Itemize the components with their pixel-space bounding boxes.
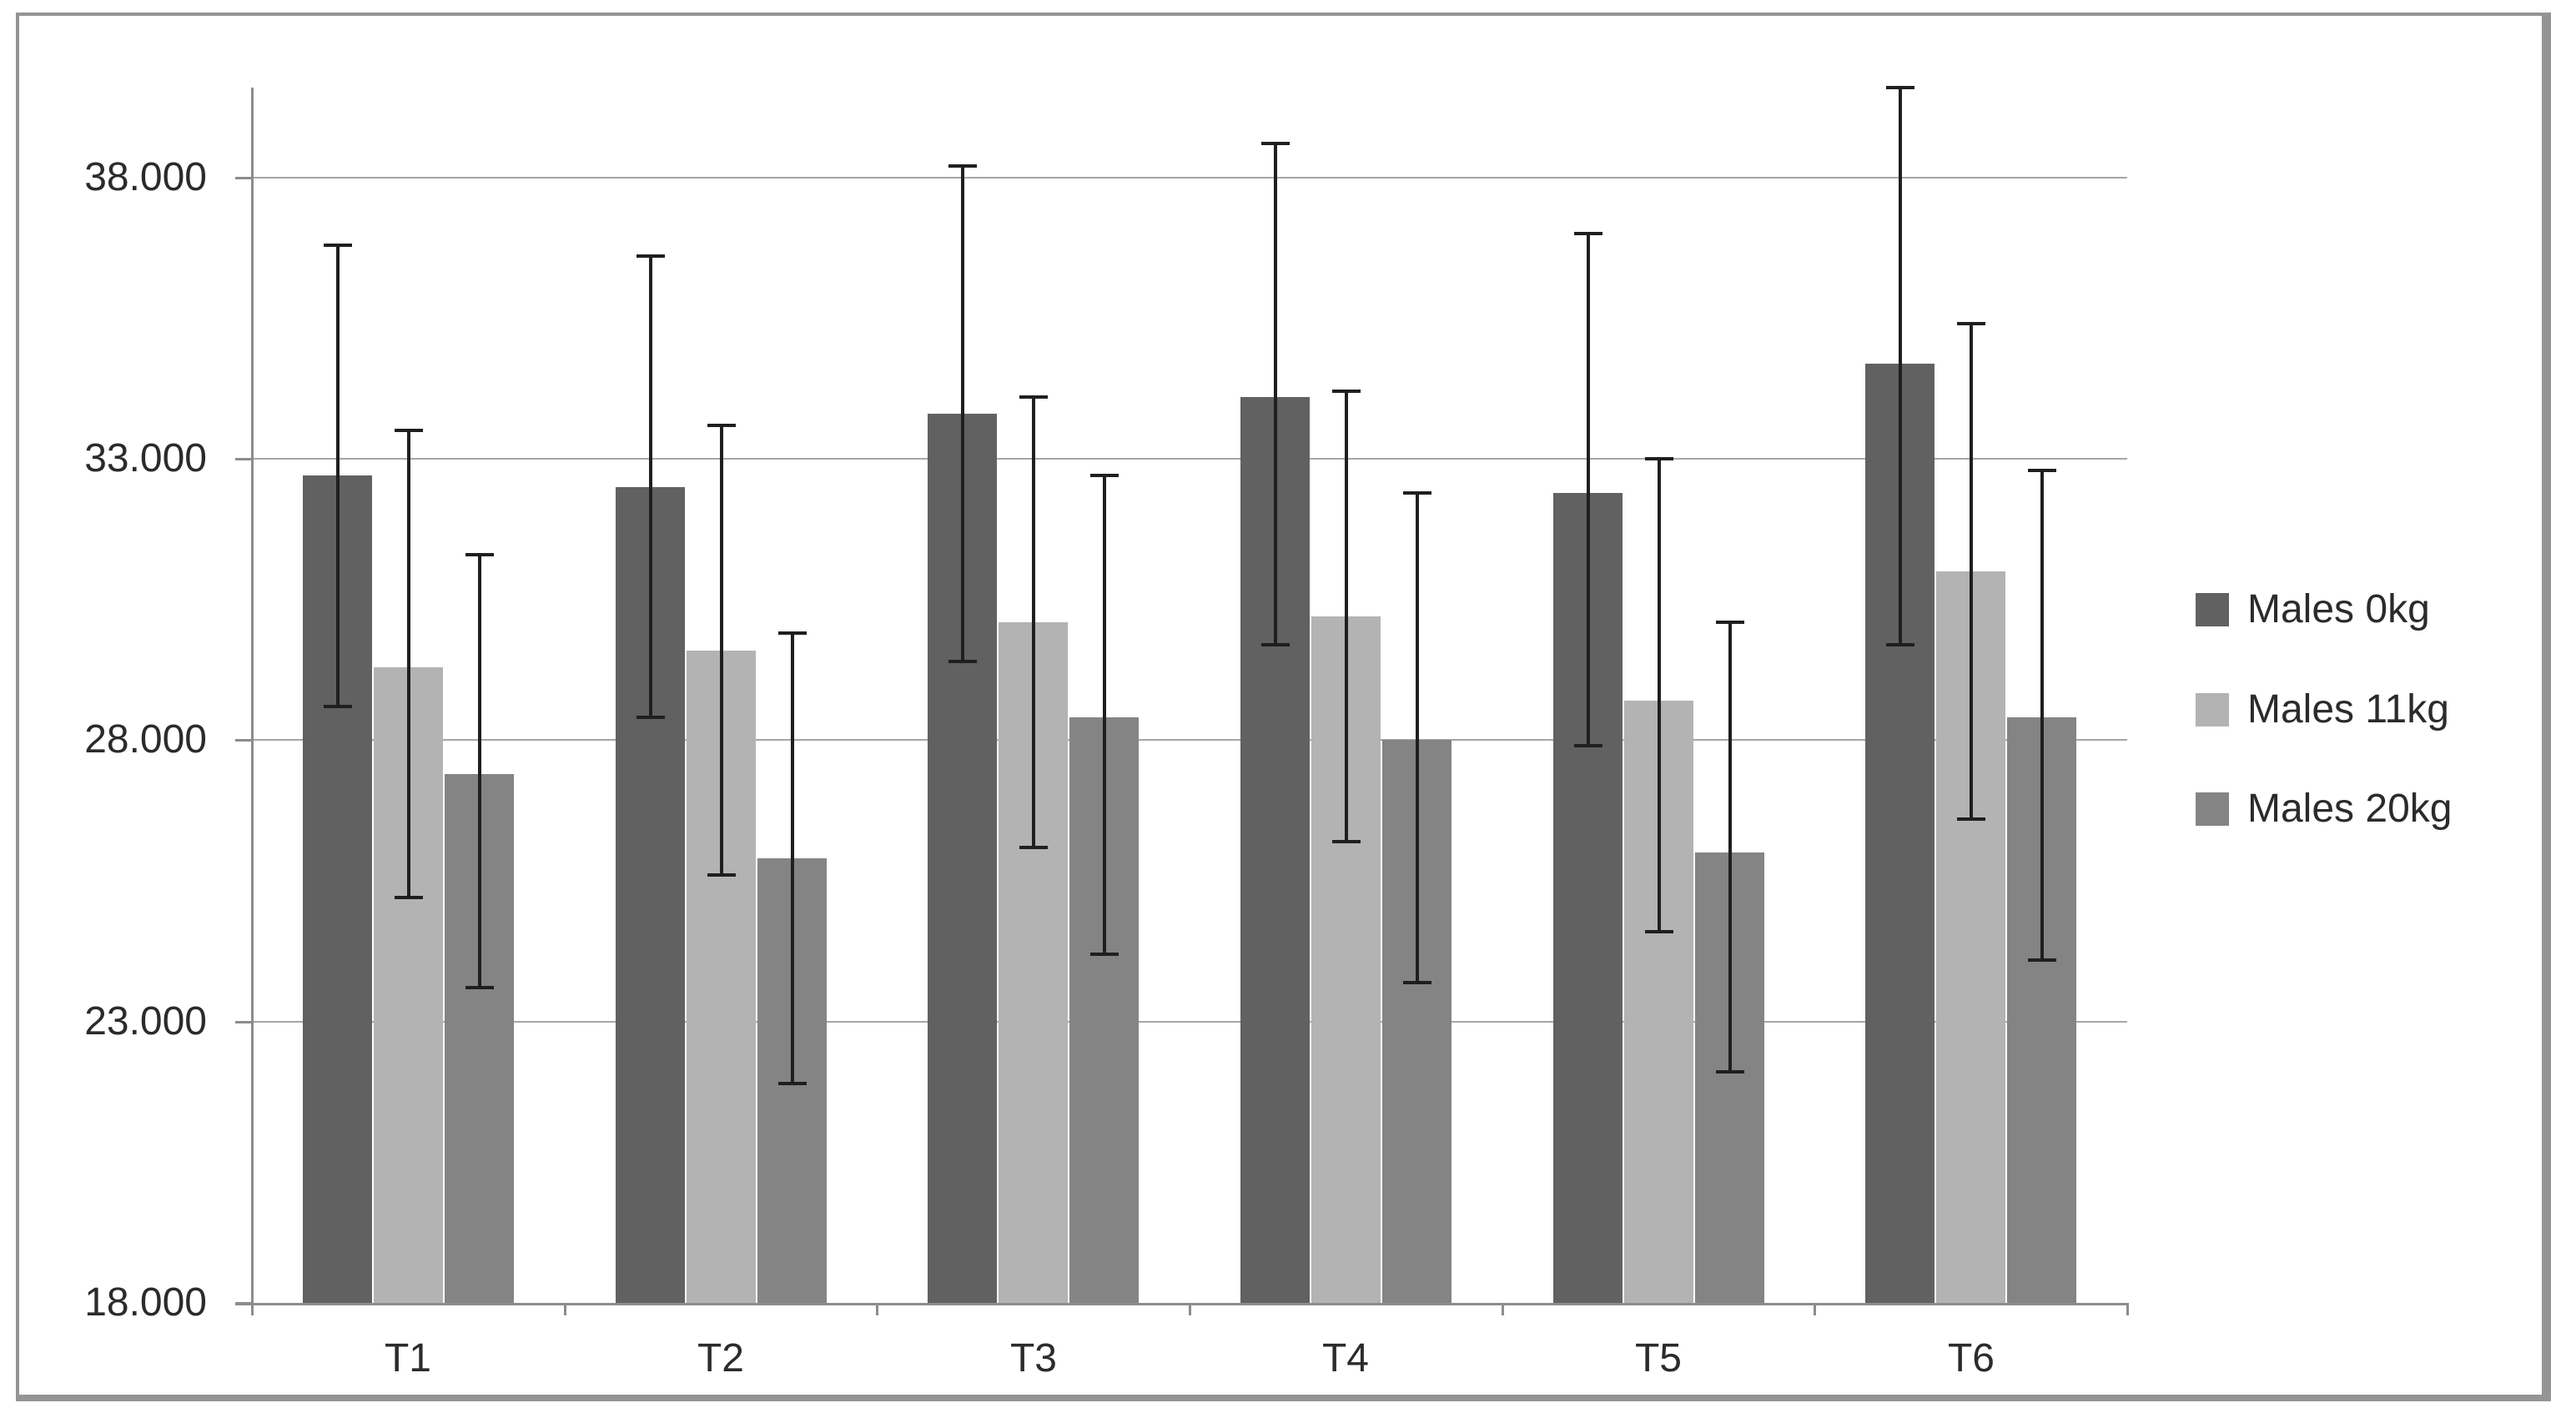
error-bar-cap-bottom (465, 986, 494, 989)
error-bar-cap-bottom (395, 896, 423, 899)
error-bar-line (720, 425, 723, 875)
legend-label: Males 11kg (2247, 687, 2449, 732)
error-bar-line (791, 633, 794, 1084)
error-bar-cap-bottom (948, 660, 977, 663)
x-category-label: T4 (1321, 1336, 1369, 1380)
y-gridline (252, 177, 2127, 179)
y-gridline (252, 458, 2127, 460)
y-tick-label: 38.000 (84, 155, 207, 199)
error-bar-cap-bottom (2028, 958, 2056, 962)
error-bar-cap-bottom (636, 716, 665, 719)
legend-swatch (2196, 593, 2229, 626)
x-tick (1189, 1303, 1191, 1315)
error-bar-cap-bottom (778, 1082, 807, 1085)
x-tick (1502, 1303, 1504, 1315)
y-tick (235, 177, 252, 179)
error-bar-line (407, 430, 410, 898)
x-category-label: T6 (1947, 1336, 1995, 1380)
y-tick (235, 1021, 252, 1023)
error-bar-cap-top (778, 631, 807, 635)
x-tick (564, 1303, 566, 1315)
error-bar-cap-top (1332, 390, 1361, 393)
x-tick (251, 1303, 254, 1315)
error-bar-cap-bottom (1019, 846, 1048, 849)
y-tick-label: 33.000 (84, 436, 207, 480)
error-bar-line (1345, 391, 1348, 842)
error-bar-line (1587, 234, 1590, 746)
x-category-label: T5 (1634, 1336, 1682, 1380)
legend-item: Males 11kg (2196, 690, 2529, 730)
error-bar-line (1032, 397, 1035, 847)
legend-swatch (2196, 792, 2229, 826)
y-tick (235, 739, 252, 742)
error-bar-cap-bottom (1886, 643, 1914, 646)
error-bar-line (1658, 459, 1661, 932)
error-bar-cap-top (707, 424, 736, 427)
error-bar-line (478, 555, 481, 988)
y-gridline (252, 1021, 2127, 1023)
error-bar-cap-bottom (1957, 817, 1985, 821)
x-tick (2126, 1303, 2129, 1315)
x-tick (876, 1303, 878, 1315)
error-bar-cap-top (1019, 395, 1048, 399)
error-bar-line (1416, 493, 1419, 983)
error-bar-cap-bottom (1645, 930, 1673, 933)
y-tick-label: 23.000 (84, 999, 207, 1043)
y-gridline (252, 739, 2127, 741)
legend-label: Males 0kg (2247, 587, 2430, 631)
legend-item: Males 20kg (2196, 789, 2529, 829)
error-bar-line (1728, 622, 1732, 1072)
error-bar-line (2040, 470, 2044, 960)
error-bar-cap-bottom (1716, 1070, 1744, 1074)
error-bar-line (1274, 143, 1277, 645)
error-bar-cap-top (1403, 491, 1431, 495)
error-bar-line (336, 245, 340, 706)
error-bar-cap-bottom (1332, 840, 1361, 843)
error-bar-cap-top (2028, 469, 2056, 472)
legend-label: Males 20kg (2247, 787, 2453, 831)
y-axis-line (251, 88, 254, 1305)
x-category-label: T1 (384, 1336, 431, 1380)
error-bar-cap-top (636, 254, 665, 258)
error-bar-line (961, 166, 964, 661)
error-bar-cap-bottom (707, 873, 736, 877)
error-bar-cap-top (948, 164, 977, 168)
error-bar-cap-top (465, 553, 494, 556)
error-bar-line (1899, 88, 1902, 645)
y-tick-label: 28.000 (84, 717, 207, 762)
error-bar-cap-top (395, 429, 423, 432)
y-tick-label: 18.000 (84, 1280, 207, 1325)
y-tick (235, 458, 252, 460)
error-bar-line (649, 256, 652, 717)
x-category-label: T3 (1009, 1336, 1057, 1380)
error-bar-cap-top (1090, 474, 1119, 477)
error-bar-cap-top (324, 244, 352, 247)
error-bar-cap-bottom (324, 705, 352, 708)
error-bar-line (1103, 475, 1106, 954)
legend-item: Males 0kg (2196, 590, 2529, 630)
x-tick (1814, 1303, 1816, 1315)
error-bar-cap-top (1645, 457, 1673, 460)
error-bar-cap-bottom (1090, 953, 1119, 956)
error-bar-cap-top (1716, 621, 1744, 624)
error-bar-line (1970, 324, 1973, 819)
legend-swatch (2196, 693, 2229, 727)
error-bar-cap-bottom (1261, 643, 1290, 646)
x-axis-line (235, 1303, 2127, 1305)
x-category-label: T2 (697, 1336, 744, 1380)
error-bar-cap-bottom (1574, 744, 1602, 747)
error-bar-cap-top (1574, 232, 1602, 235)
error-bar-cap-top (1957, 322, 1985, 325)
error-bar-cap-top (1886, 86, 1914, 89)
error-bar-cap-top (1261, 142, 1290, 145)
error-bar-cap-bottom (1403, 981, 1431, 984)
